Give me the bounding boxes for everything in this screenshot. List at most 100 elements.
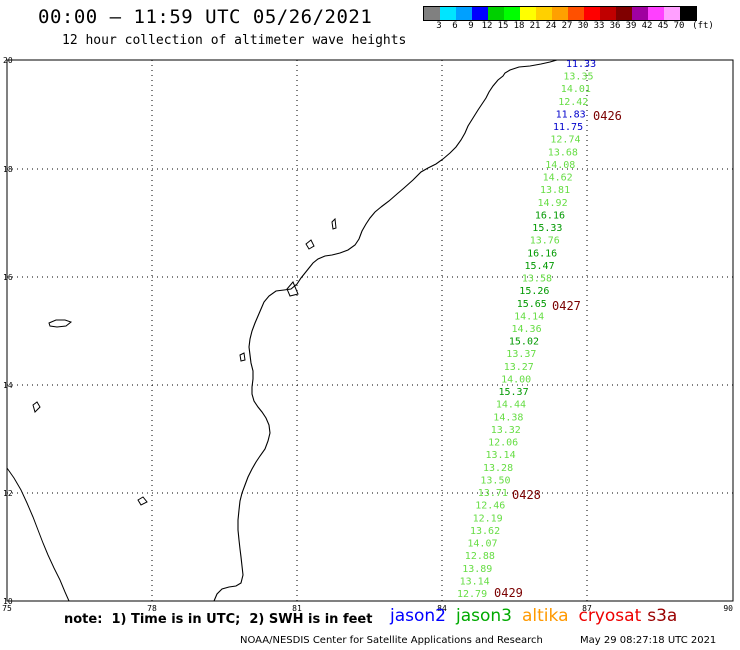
legend-swatch — [648, 7, 664, 20]
mission-altika: altika — [522, 606, 569, 626]
wave-height-value: 16.16 — [527, 248, 557, 259]
legend-tick-label: 36 — [609, 21, 621, 31]
wave-height-value: 14.07 — [467, 539, 497, 550]
island-2 — [32, 401, 41, 413]
legend-tick-label: 15 — [497, 21, 509, 31]
longitude-tick: 78 — [147, 604, 157, 613]
legend-swatch — [472, 7, 488, 20]
longitude-tick-labels: 75 78 81 84 87 90 — [2, 604, 733, 613]
legend-swatch — [664, 7, 680, 20]
wave-height-value: 15.65 — [517, 299, 547, 310]
wave-height-value: 14.92 — [538, 198, 568, 209]
wave-height-value: 14.38 — [493, 412, 523, 423]
wave-height-value: 13.89 — [462, 564, 492, 575]
legend-tick-label: 24 — [545, 21, 557, 31]
map-frame — [6, 59, 734, 602]
mission-s3a: s3a — [647, 606, 678, 626]
wave-height-value: 13.58 — [522, 274, 552, 285]
wave-height-value: 13.76 — [530, 236, 560, 247]
longitude-tick: 81 — [292, 604, 302, 613]
legend-tick-label: 21 — [529, 21, 541, 31]
legend-tick-label: 39 — [625, 21, 637, 31]
wave-height-value: 13.28 — [483, 463, 513, 474]
wave-height-value: 13.68 — [548, 147, 578, 158]
legend-swatch — [520, 7, 536, 20]
latitude-tick: 12 — [3, 489, 13, 498]
legend-tick-label: 42 — [641, 21, 653, 31]
legend-swatch — [600, 7, 616, 20]
wave-height-value: 12.42 — [558, 97, 588, 108]
wave-height-value: 14.00 — [501, 375, 531, 386]
legend-tick-label: 18 — [513, 21, 525, 31]
mission-jason2: jason2 — [390, 606, 446, 626]
legend-tick-label: 6 — [452, 21, 458, 31]
legend-swatch — [568, 7, 584, 20]
legend-unit: (ft) — [692, 21, 714, 31]
page-subtitle: 12 hour collection of altimeter wave hei… — [62, 33, 407, 48]
wave-height-value: 13.81 — [540, 185, 570, 196]
legend-tick-label: 45 — [657, 21, 669, 31]
mission-cryosat: cryosat — [578, 606, 642, 626]
wave-height-value: 13.35 — [563, 72, 593, 83]
wave-height-value: 12.74 — [550, 135, 580, 146]
legend-swatch — [488, 7, 504, 20]
wave-height-value: 13.14 — [486, 450, 516, 461]
longitude-tick: 84 — [437, 604, 447, 613]
wave-height-value: 13.37 — [506, 349, 536, 360]
legend-swatch — [456, 7, 472, 20]
wave-height-value: 14.01 — [561, 84, 591, 95]
latitude-tick: 14 — [3, 381, 13, 390]
coastline — [213, 59, 558, 602]
wave-height-value: 15.02 — [509, 337, 539, 348]
legend-tick-label: 33 — [593, 21, 605, 31]
legend-swatch — [440, 7, 456, 20]
wave-height-value: 11.75 — [553, 122, 583, 133]
wave-height-value: 13.14 — [460, 576, 490, 587]
wave-height-value: 13.62 — [470, 526, 500, 537]
legend-tick-label: 3 — [436, 21, 442, 31]
longitude-tick: 90 — [723, 604, 733, 613]
legend-tick-label: 30 — [577, 21, 589, 31]
legend-tick-label: 70 — [673, 21, 685, 31]
wave-height-value: 13.27 — [504, 362, 534, 373]
legend-swatch — [424, 7, 440, 20]
legend-tick-label: 12 — [481, 21, 493, 31]
legend-swatch — [552, 7, 568, 20]
wave-height-value: 14.44 — [496, 400, 526, 411]
wave-height-value: 15.26 — [519, 286, 549, 297]
wave-height-value: 13.32 — [491, 425, 521, 436]
latitude-tick: 16 — [3, 273, 13, 282]
legend-tick-label: 9 — [468, 21, 474, 31]
latitude-tick-labels: 20 18 16 14 12 10 — [3, 56, 13, 606]
legend-tick-label: 27 — [561, 21, 573, 31]
latitude-tick: 10 — [3, 597, 13, 606]
wave-height-value: 14.62 — [543, 173, 573, 184]
legend-swatch — [632, 7, 648, 20]
island-4 — [305, 239, 315, 250]
legend-swatch — [504, 7, 520, 20]
wave-height-value: 11.33 — [566, 59, 596, 70]
wave-height-value: 12.06 — [488, 438, 518, 449]
wave-height-value: 11.83 — [556, 110, 586, 121]
wave-height-value: 13.71 — [478, 488, 508, 499]
color-legend-bar — [423, 6, 697, 21]
latitude-tick: 20 — [3, 56, 13, 65]
wave-height-value: 12.46 — [475, 501, 505, 512]
footer-credit: NOAA/NESDIS Center for Satellite Applica… — [240, 635, 543, 646]
wave-height-value: 16.16 — [535, 210, 565, 221]
pass-label-0429: 0429 — [494, 586, 523, 600]
wave-height-value: 12.88 — [465, 551, 495, 562]
legend-swatch — [616, 7, 632, 20]
legend-swatch — [680, 7, 696, 20]
wave-height-value: 14.08 — [545, 160, 575, 171]
legend-swatch — [536, 7, 552, 20]
wave-height-value: 13.50 — [480, 475, 510, 486]
island-3 — [137, 496, 148, 506]
color-legend-labels: 3 6 9 12 15 18 21 24 27 30 33 36 39 42 45 70 (ft) — [423, 21, 740, 33]
pass-label-0427: 0427 — [552, 299, 581, 313]
footer-timestamp: May 29 08:27:18 UTC 2021 — [580, 635, 717, 646]
wave-height-value: 14.36 — [512, 324, 542, 335]
footer-note: note: 1) Time is in UTC; 2) SWH is in fe… — [64, 612, 373, 627]
